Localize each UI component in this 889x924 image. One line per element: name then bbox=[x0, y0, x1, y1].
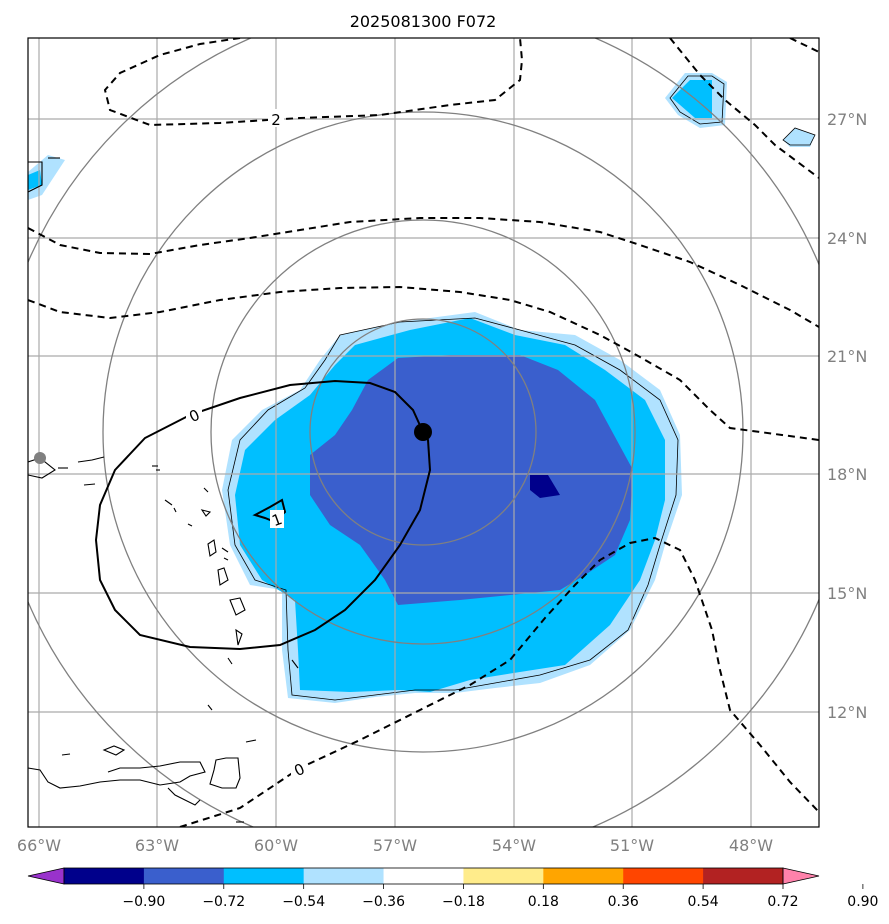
colorbar-segment bbox=[143, 868, 225, 884]
colorbar-segment bbox=[703, 868, 784, 884]
lon-tick-labels: 66°W 63°W 60°W 57°W 54°W 51°W 48°W bbox=[17, 836, 773, 855]
coastlines bbox=[28, 157, 299, 823]
shading-outline bbox=[227, 75, 816, 701]
lon-tick-label: 51°W bbox=[610, 836, 654, 855]
colorbar-extend-low bbox=[27, 867, 65, 885]
colorbar-tick-label: −0.18 bbox=[442, 894, 485, 910]
map-frame bbox=[27, 37, 820, 828]
colorbar-segment bbox=[303, 868, 385, 884]
dashed-contours bbox=[28, 38, 819, 827]
lat-tick-label: 21°N bbox=[827, 347, 867, 366]
lat-tick-label: 12°N bbox=[827, 703, 867, 722]
lat-tick-labels: 27°N 24°N 21°N 18°N 15°N 12°N bbox=[827, 110, 867, 722]
lon-tick-label: 48°W bbox=[729, 836, 773, 855]
colorbar-segment bbox=[223, 868, 305, 884]
lon-tick-label: 63°W bbox=[135, 836, 179, 855]
range-rings bbox=[28, 38, 819, 827]
lon-tick-label: 66°W bbox=[17, 836, 61, 855]
colorbar-tick-label: 0.36 bbox=[608, 894, 639, 910]
colorbar-tick-label: −0.36 bbox=[362, 894, 405, 910]
colorbar-tick-label: 0.90 bbox=[847, 894, 878, 910]
lon-tick-label: 60°W bbox=[254, 836, 298, 855]
contour-label-group: 2 0 1 0 bbox=[186, 109, 308, 780]
colorbar-extend-high bbox=[782, 867, 820, 885]
lat-tick-label: 24°N bbox=[827, 229, 867, 248]
colorbar-tick-label: 0.54 bbox=[688, 894, 719, 910]
colorbar-frame bbox=[63, 867, 784, 885]
colorbar-segment bbox=[383, 868, 464, 884]
shaded-field-darkest bbox=[530, 475, 560, 498]
lat-tick-label: 27°N bbox=[827, 110, 867, 129]
colorbar-tick-label: 0.72 bbox=[767, 894, 798, 910]
colorbar-segment bbox=[543, 868, 624, 884]
shaded-field-dark bbox=[310, 355, 633, 605]
colorbar-tick-label: −0.72 bbox=[202, 894, 245, 910]
reference-point-marker bbox=[34, 452, 46, 464]
colorbar-tick-label: −0.54 bbox=[282, 894, 325, 910]
lat-tick-label: 18°N bbox=[827, 465, 867, 484]
lon-tick-label: 54°W bbox=[492, 836, 536, 855]
colorbar: −0.90 −0.72 −0.54 −0.36 −0.18 0.18 0.36 0.54 0.7… bbox=[27, 867, 878, 910]
gridlines bbox=[28, 38, 819, 827]
colorbar-tick-label: 0.18 bbox=[528, 894, 559, 910]
chart-title: 2025081300 F072 bbox=[350, 12, 497, 31]
colorbar-segment bbox=[463, 868, 544, 884]
solid-contours bbox=[94, 379, 432, 651]
storm-center-marker bbox=[414, 423, 432, 441]
lat-tick-label: 15°N bbox=[827, 584, 867, 603]
lon-tick-label: 57°W bbox=[373, 836, 417, 855]
map-area: 2 0 1 0 bbox=[28, 38, 819, 827]
colorbar-segment bbox=[623, 868, 704, 884]
contour-label-2: 2 bbox=[271, 111, 281, 129]
colorbar-segment bbox=[64, 868, 145, 884]
colorbar-tick-label: −0.90 bbox=[122, 894, 165, 910]
